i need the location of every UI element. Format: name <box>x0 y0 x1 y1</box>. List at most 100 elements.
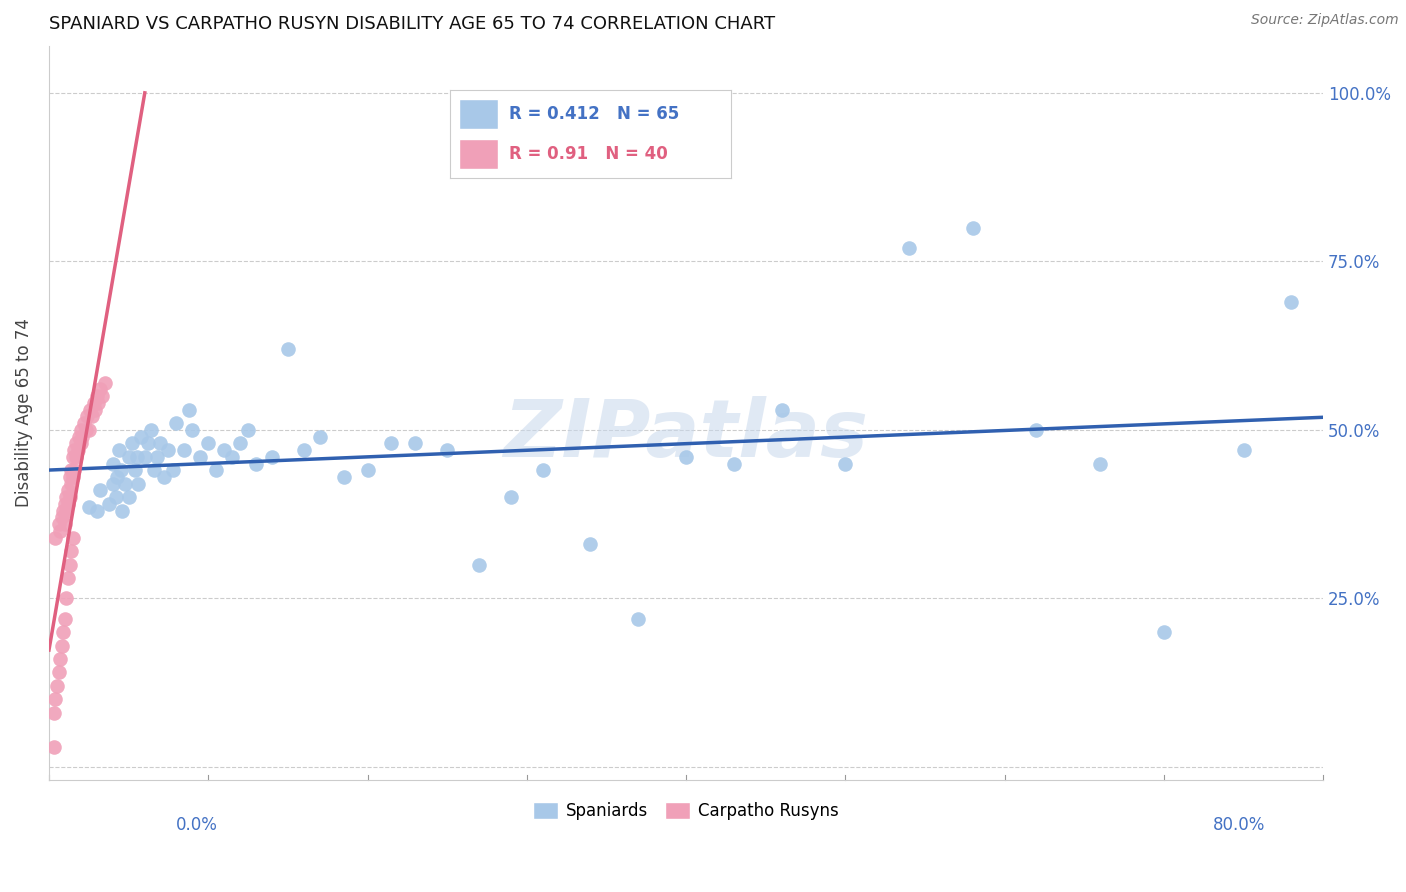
Point <box>56 497 79 511</box>
Point <box>627 611 650 625</box>
Point <box>59 490 82 504</box>
Point <box>770 402 793 417</box>
Point <box>51 510 73 524</box>
Point <box>332 470 354 484</box>
Point <box>59 558 82 572</box>
Point <box>1232 443 1254 458</box>
Point <box>53 517 76 532</box>
Point <box>962 220 984 235</box>
Legend: Spaniards, Carpatho Rusyns: Spaniards, Carpatho Rusyns <box>526 796 846 827</box>
Point <box>181 423 204 437</box>
Text: ZIPatlas: ZIPatlas <box>503 396 869 474</box>
Point <box>49 524 72 538</box>
Point <box>131 429 153 443</box>
Point <box>55 490 77 504</box>
Point <box>834 457 856 471</box>
Point <box>62 470 84 484</box>
Point <box>121 436 143 450</box>
Point <box>277 342 299 356</box>
Point <box>48 665 70 680</box>
Point <box>72 429 94 443</box>
Point <box>76 409 98 424</box>
Point <box>48 517 70 532</box>
Point <box>44 531 66 545</box>
Point <box>42 739 65 754</box>
Point <box>55 504 77 518</box>
Point <box>245 457 267 471</box>
Point <box>44 692 66 706</box>
Point <box>404 436 426 450</box>
Point <box>110 463 132 477</box>
Point <box>188 450 211 464</box>
Y-axis label: Disability Age 65 to 74: Disability Age 65 to 74 <box>15 318 32 508</box>
Point <box>1025 423 1047 437</box>
Point <box>143 463 166 477</box>
Point <box>101 476 124 491</box>
Point <box>75 423 97 437</box>
Point <box>53 611 76 625</box>
Point <box>114 476 136 491</box>
Point <box>80 409 103 424</box>
Point <box>111 504 134 518</box>
Point <box>60 476 83 491</box>
Point <box>45 679 67 693</box>
Point <box>84 402 107 417</box>
Point <box>124 463 146 477</box>
Point <box>308 429 330 443</box>
Point <box>134 450 156 464</box>
Text: 80.0%: 80.0% <box>1213 815 1265 833</box>
Point <box>117 450 139 464</box>
Point <box>66 443 89 458</box>
Point <box>59 470 82 484</box>
Point <box>197 436 219 450</box>
Point <box>221 450 243 464</box>
Point <box>93 376 115 390</box>
Point <box>49 652 72 666</box>
Point <box>117 490 139 504</box>
Point <box>723 457 745 471</box>
Point <box>52 625 75 640</box>
Point <box>149 436 172 450</box>
Point <box>62 531 84 545</box>
Point <box>499 490 522 504</box>
Point <box>86 504 108 518</box>
Point <box>60 463 83 477</box>
Point <box>65 436 87 450</box>
Point <box>89 483 111 498</box>
Point <box>63 463 86 477</box>
Point <box>56 483 79 498</box>
Point <box>212 443 235 458</box>
Point <box>139 423 162 437</box>
Point <box>356 463 378 477</box>
Point <box>579 537 602 551</box>
Point <box>675 450 697 464</box>
Text: Source: ZipAtlas.com: Source: ZipAtlas.com <box>1251 13 1399 28</box>
Point <box>165 416 187 430</box>
Point <box>236 423 259 437</box>
Point <box>380 436 402 450</box>
Point <box>56 571 79 585</box>
Point <box>1279 294 1302 309</box>
Point <box>60 544 83 558</box>
Point <box>292 443 315 458</box>
Point <box>1153 625 1175 640</box>
Point <box>67 429 90 443</box>
Point <box>108 443 131 458</box>
Point <box>125 450 148 464</box>
Point <box>83 396 105 410</box>
Point <box>468 558 491 572</box>
Point <box>107 470 129 484</box>
Point <box>173 443 195 458</box>
Point <box>1088 457 1111 471</box>
Point <box>179 402 201 417</box>
Point <box>104 490 127 504</box>
Point <box>53 497 76 511</box>
Point <box>436 443 458 458</box>
Point <box>65 450 87 464</box>
Point <box>152 470 174 484</box>
Point <box>127 476 149 491</box>
Point <box>77 423 100 437</box>
Point <box>86 389 108 403</box>
Point <box>73 416 96 430</box>
Point <box>62 450 84 464</box>
